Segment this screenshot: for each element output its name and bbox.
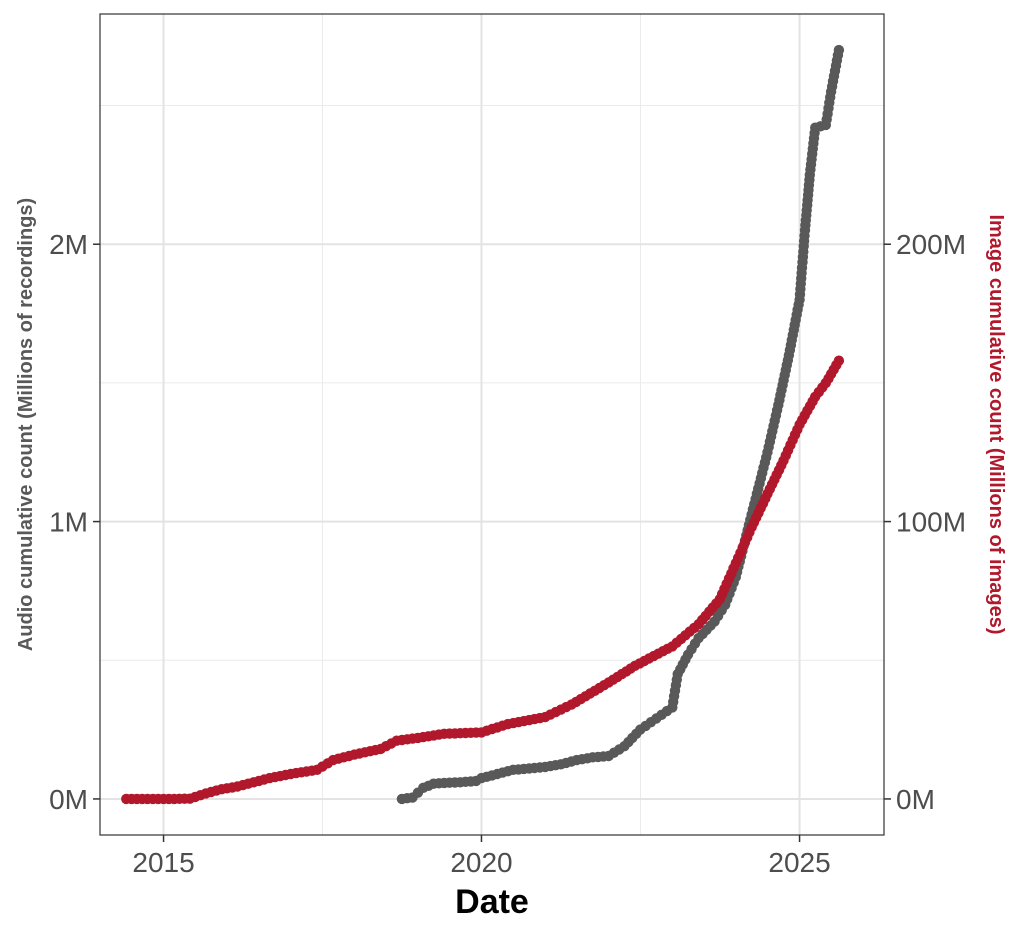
x-axis-label: Date — [455, 883, 529, 921]
y-right-tick-label: 0M — [896, 784, 935, 815]
axes: 2015 2020 2025 0M 1M 2M 0M 100M 200M — [49, 229, 966, 878]
series-layer — [121, 44, 845, 805]
y-left-tick-label: 1M — [49, 507, 88, 538]
audio-data-point — [833, 44, 845, 56]
x-tick-label: 2020 — [450, 847, 512, 878]
y-right-tick-label: 200M — [896, 229, 966, 260]
x-tick-label: 2015 — [132, 847, 194, 878]
y-right-tick-label: 100M — [896, 507, 966, 538]
image-data-point — [833, 355, 845, 366]
y-left-tick-label: 2M — [49, 229, 88, 260]
y-axis-label-right: Image cumulative count (Millions of imag… — [985, 214, 1007, 634]
y-left-tick-label: 0M — [49, 784, 88, 815]
x-tick-label: 2025 — [768, 847, 830, 878]
plot-panel-border — [99, 13, 885, 836]
y-axis-label-left: Audio cumulative count (Millions of reco… — [15, 198, 37, 651]
